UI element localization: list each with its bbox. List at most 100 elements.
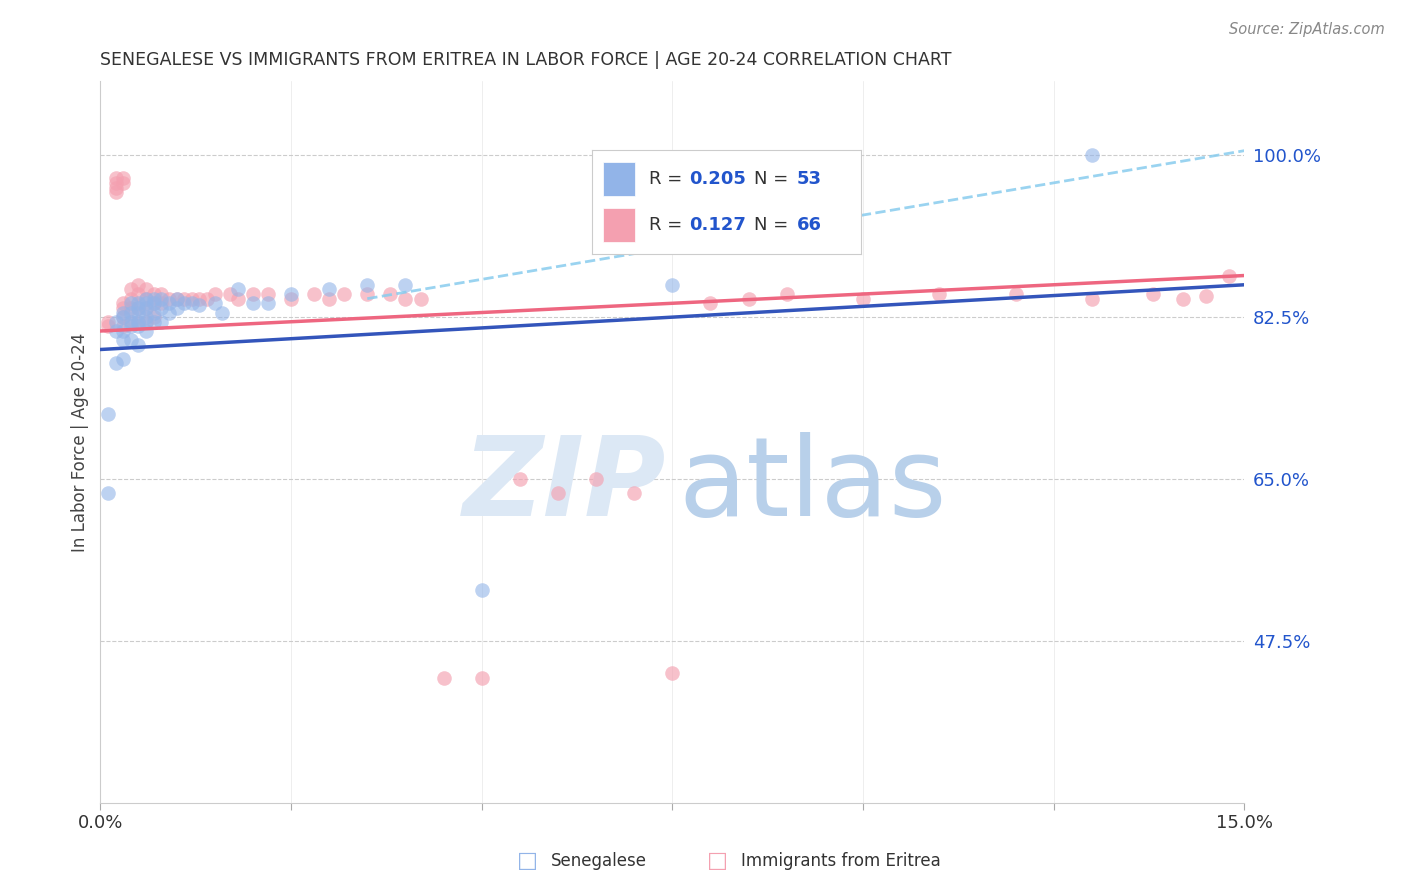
- Point: [120, 333, 142, 347]
- Point: [547, 485, 569, 500]
- Point: [112, 319, 135, 334]
- Point: [127, 315, 149, 329]
- Point: [257, 287, 280, 301]
- Point: [127, 287, 149, 301]
- Point: [135, 310, 157, 325]
- Text: Senegalese: Senegalese: [551, 852, 647, 870]
- Point: [356, 287, 378, 301]
- Point: [127, 277, 149, 292]
- Point: [142, 287, 165, 301]
- Point: [166, 301, 188, 315]
- Point: [180, 296, 202, 310]
- Point: [356, 277, 378, 292]
- Point: [127, 301, 149, 315]
- Point: [1004, 287, 1026, 301]
- Text: □: □: [707, 851, 727, 871]
- Text: SENEGALESE VS IMMIGRANTS FROM ERITREA IN LABOR FORCE | AGE 20-24 CORRELATION CHA: SENEGALESE VS IMMIGRANTS FROM ERITREA IN…: [100, 51, 952, 69]
- Point: [112, 333, 135, 347]
- Point: [97, 407, 120, 421]
- Point: [135, 301, 157, 315]
- Point: [120, 315, 142, 329]
- Point: [120, 301, 142, 315]
- Point: [135, 296, 157, 310]
- Point: [1173, 292, 1195, 306]
- Point: [135, 301, 157, 315]
- Point: [104, 315, 127, 329]
- Point: [318, 282, 340, 296]
- Point: [142, 292, 165, 306]
- Point: [1081, 292, 1104, 306]
- Point: [120, 282, 142, 296]
- Point: [112, 305, 135, 319]
- Point: [409, 292, 432, 306]
- Point: [104, 176, 127, 190]
- Point: [1218, 268, 1240, 283]
- Point: [127, 338, 149, 352]
- Point: [242, 296, 264, 310]
- Point: [204, 296, 226, 310]
- Point: [195, 292, 218, 306]
- Point: [104, 186, 127, 200]
- Text: ZIP: ZIP: [463, 432, 666, 539]
- Point: [142, 310, 165, 325]
- Point: [112, 301, 135, 315]
- Point: [1081, 148, 1104, 162]
- Point: [150, 287, 173, 301]
- Point: [104, 171, 127, 186]
- Point: [257, 296, 280, 310]
- Point: [157, 305, 180, 319]
- Point: [112, 310, 135, 325]
- Point: [852, 292, 875, 306]
- Point: [302, 287, 325, 301]
- Point: [318, 292, 340, 306]
- Point: [104, 356, 127, 370]
- Point: [1195, 289, 1218, 303]
- Point: [120, 296, 142, 310]
- Point: [104, 324, 127, 338]
- Point: [150, 296, 173, 310]
- Point: [127, 301, 149, 315]
- Point: [585, 472, 607, 486]
- Point: [211, 305, 233, 319]
- Y-axis label: In Labor Force | Age 20-24: In Labor Force | Age 20-24: [72, 333, 89, 551]
- Point: [142, 305, 165, 319]
- Point: [226, 282, 249, 296]
- Point: [204, 287, 226, 301]
- Point: [166, 292, 188, 306]
- Point: [737, 292, 759, 306]
- Point: [394, 277, 416, 292]
- Point: [242, 287, 264, 301]
- Point: [226, 292, 249, 306]
- Point: [142, 296, 165, 310]
- Point: [150, 301, 173, 315]
- Point: [135, 292, 157, 306]
- Point: [120, 292, 142, 306]
- Point: [112, 176, 135, 190]
- Point: [280, 292, 302, 306]
- Point: [142, 296, 165, 310]
- Point: [333, 287, 356, 301]
- Point: [150, 292, 173, 306]
- Point: [776, 287, 799, 301]
- Point: [661, 277, 683, 292]
- Point: [157, 296, 180, 310]
- Point: [661, 666, 683, 681]
- Point: [142, 315, 165, 329]
- Point: [97, 485, 120, 500]
- Point: [150, 315, 173, 329]
- Point: [120, 305, 142, 319]
- Point: [280, 287, 302, 301]
- Text: Immigrants from Eritrea: Immigrants from Eritrea: [741, 852, 941, 870]
- Point: [166, 292, 188, 306]
- Point: [928, 287, 950, 301]
- Text: Source: ZipAtlas.com: Source: ZipAtlas.com: [1229, 22, 1385, 37]
- Point: [112, 171, 135, 186]
- Point: [135, 292, 157, 306]
- Point: [112, 296, 135, 310]
- Point: [157, 292, 180, 306]
- Point: [127, 305, 149, 319]
- Point: [112, 324, 135, 338]
- Text: □: □: [517, 851, 537, 871]
- Point: [173, 296, 195, 310]
- Point: [135, 282, 157, 296]
